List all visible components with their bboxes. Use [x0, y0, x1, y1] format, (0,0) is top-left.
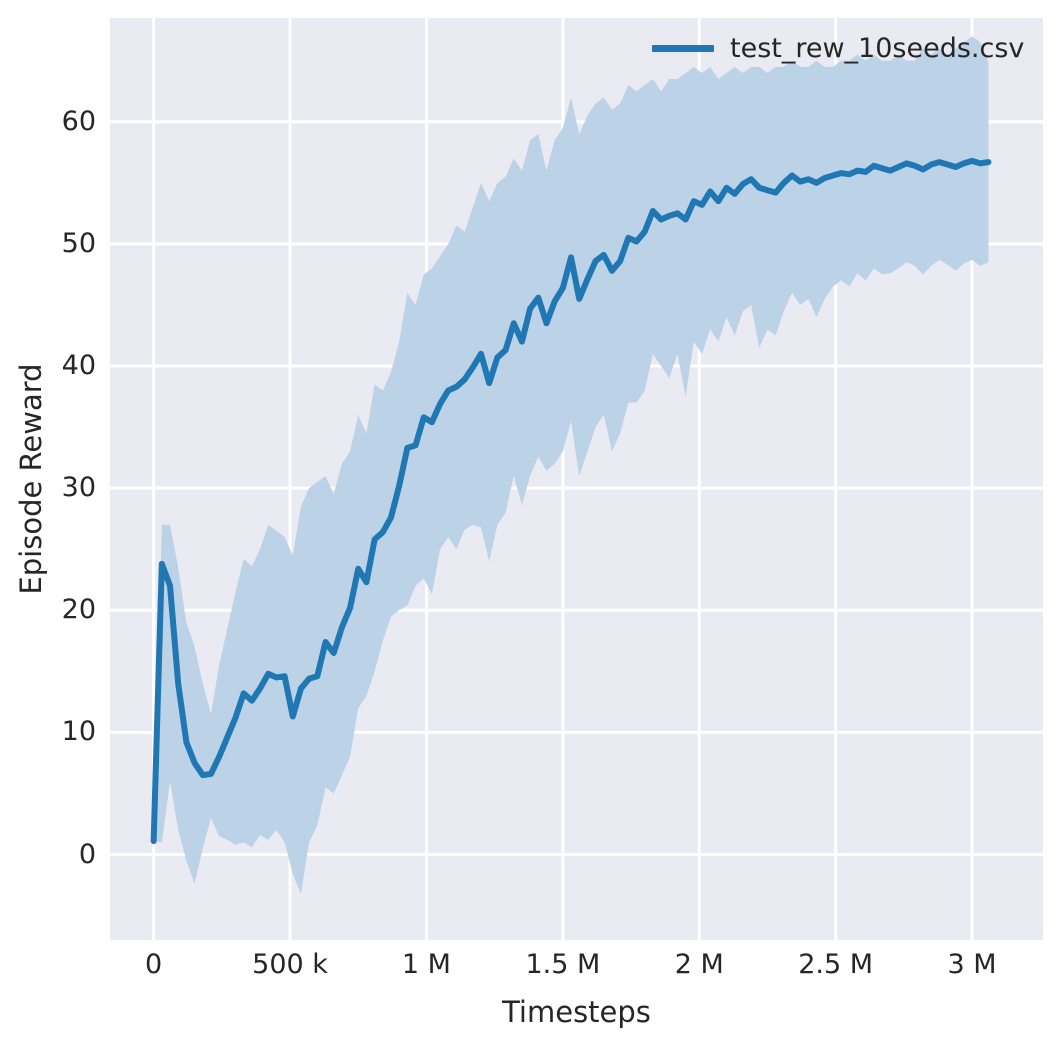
- y-axis-tick-label: 30: [61, 472, 96, 504]
- legend-entry-label: test_rew_10seeds.csv: [730, 33, 1025, 64]
- x-axis-tick-label: 2 M: [674, 949, 724, 980]
- legend: test_rew_10seeds.csv: [652, 33, 1024, 64]
- series-line: [150, 157, 992, 845]
- y-axis-label: Episode Reward: [14, 363, 48, 595]
- y-axis-tick-label: 40: [61, 350, 96, 382]
- y-axis-tick-label: 20: [61, 594, 96, 626]
- y-axis-tick-label: 0: [78, 838, 96, 870]
- legend-line-swatch: [652, 45, 714, 52]
- x-axis-tick-label: 500 k: [252, 949, 328, 980]
- data-layer: [150, 36, 992, 894]
- y-axis-tick-label: 50: [61, 227, 96, 259]
- x-axis-tick-label: 1.5 M: [525, 949, 601, 980]
- x-axis-tick-label: 1 M: [401, 949, 451, 980]
- y-axis-tick-label: 60: [61, 105, 96, 137]
- x-axis-tick-label: 3 M: [947, 949, 997, 980]
- y-axis-tick-label: 10: [61, 716, 96, 748]
- x-axis-tick-label: 2.5 M: [798, 949, 874, 980]
- x-axis-tick-label: 0: [145, 949, 163, 980]
- x-axis-label: Timesteps: [502, 995, 651, 1029]
- confidence-band: [153, 36, 989, 894]
- plot-area: [110, 18, 1043, 940]
